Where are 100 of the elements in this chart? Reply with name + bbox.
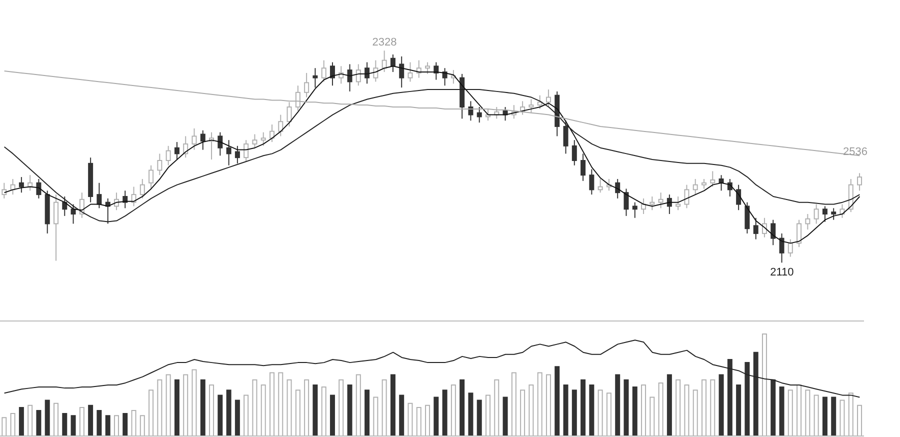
bar <box>736 384 742 436</box>
bar <box>744 362 750 436</box>
annotation: 2110 <box>770 266 794 278</box>
bar <box>122 413 128 436</box>
candlestick <box>226 140 232 166</box>
bar <box>390 374 396 436</box>
candlestick <box>710 170 716 188</box>
bar <box>330 394 335 436</box>
bar <box>468 392 474 436</box>
bar <box>364 390 370 436</box>
bar <box>580 379 586 436</box>
bar <box>347 384 352 436</box>
candlestick <box>312 68 318 88</box>
candlestick <box>572 140 577 166</box>
bar <box>554 366 560 436</box>
bar <box>589 384 594 436</box>
candlestick <box>174 142 180 160</box>
candlestick <box>580 153 586 182</box>
candlestick <box>857 172 862 192</box>
bar <box>666 374 672 436</box>
candlestick <box>330 62 335 86</box>
candlestick <box>321 60 326 82</box>
bar <box>200 379 206 436</box>
candlestick <box>762 217 767 238</box>
bar <box>36 410 42 436</box>
bar <box>218 394 223 436</box>
bar <box>615 374 620 436</box>
bar <box>460 379 465 436</box>
candlestick <box>770 219 776 246</box>
bar <box>502 396 508 436</box>
candlestick <box>96 182 102 209</box>
candlestick <box>650 196 655 211</box>
bar <box>18 406 24 436</box>
candlestick <box>390 54 396 72</box>
bar <box>563 384 568 436</box>
bar <box>70 415 76 436</box>
bar <box>753 352 758 436</box>
candlestick <box>425 62 430 74</box>
candlestick <box>546 88 551 108</box>
candlestick <box>537 94 542 110</box>
candlestick <box>598 178 603 194</box>
candlestick <box>122 190 128 209</box>
candlestick <box>18 176 24 194</box>
bar <box>434 396 439 436</box>
bar <box>44 400 50 436</box>
candlestick <box>658 192 664 209</box>
annotation: 2328 <box>372 36 397 49</box>
bar <box>226 390 232 436</box>
bar <box>727 359 732 436</box>
bar <box>632 386 638 436</box>
candlestick <box>252 134 258 148</box>
candlestick <box>736 184 742 211</box>
bar <box>572 390 577 436</box>
candlestick <box>684 184 690 209</box>
bar <box>770 379 776 436</box>
candlestick <box>468 100 474 122</box>
bar <box>174 379 180 436</box>
candlestick <box>260 132 266 146</box>
candlestick <box>364 62 370 84</box>
bar <box>779 386 784 436</box>
candlestick <box>218 132 223 156</box>
bar <box>399 394 404 436</box>
candlestick <box>831 208 836 220</box>
bar <box>234 400 240 436</box>
bar <box>88 404 94 436</box>
candlestick <box>822 206 828 222</box>
candlestick <box>744 202 750 234</box>
bar <box>312 384 318 436</box>
candlestick <box>814 204 819 224</box>
bar <box>822 396 828 436</box>
bar <box>62 413 68 436</box>
candlestick <box>692 178 698 196</box>
candlestick <box>805 214 810 230</box>
candlestick <box>54 194 58 262</box>
candlestick <box>796 219 802 248</box>
candlestick <box>563 120 568 154</box>
candlestick <box>788 238 793 258</box>
candlestick <box>140 178 145 199</box>
candlestick <box>676 196 681 211</box>
candlestick <box>476 106 482 124</box>
candlestick <box>200 130 206 150</box>
candlestick <box>295 85 300 112</box>
candlestick <box>356 64 361 86</box>
candlestick <box>408 62 413 82</box>
candlestick <box>624 188 629 216</box>
candlestick <box>192 128 197 150</box>
candlestick <box>779 232 784 264</box>
candlestick <box>278 114 284 137</box>
candlestick <box>166 145 171 166</box>
candlestick <box>702 178 706 190</box>
candlestick <box>434 62 439 80</box>
bar <box>831 396 836 436</box>
candlestick <box>589 168 594 196</box>
annotation: 2536 <box>843 146 868 158</box>
candlestick <box>157 153 162 176</box>
candlestick <box>244 140 249 162</box>
candlestick <box>632 202 638 218</box>
candlestick <box>373 60 378 82</box>
candlestick <box>304 72 310 98</box>
bar <box>718 374 724 436</box>
